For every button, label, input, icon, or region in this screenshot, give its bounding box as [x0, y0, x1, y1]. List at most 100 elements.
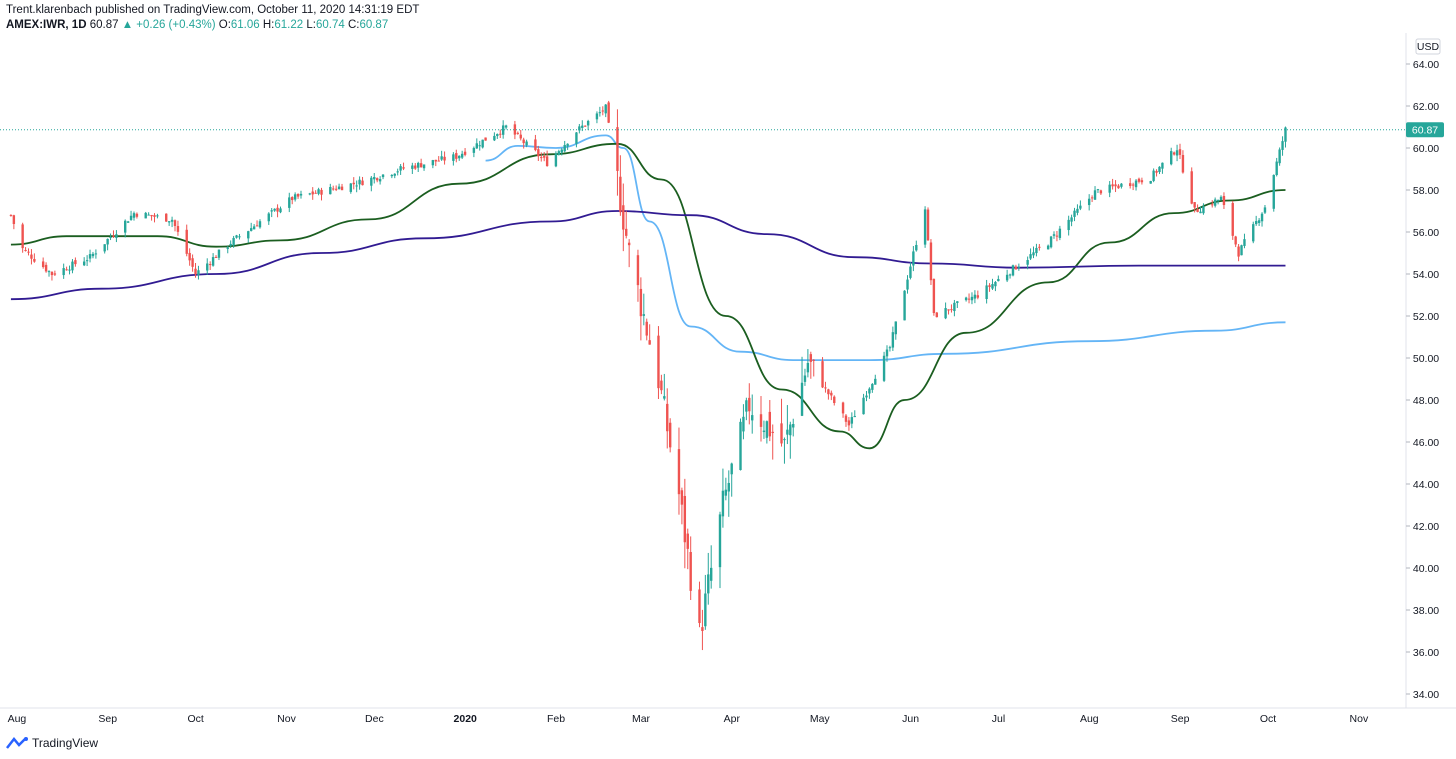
candle-down	[847, 417, 851, 431]
moving-average-layer	[10, 134, 1286, 450]
currency-badge[interactable]: USD	[1415, 38, 1441, 55]
moving-average-dark-purple	[10, 210, 1286, 301]
candle-up	[953, 299, 956, 317]
candle-down	[65, 266, 68, 271]
candle-up	[238, 233, 241, 240]
candle-down	[135, 212, 139, 219]
candle-up	[1032, 246, 1035, 259]
candle-body	[1099, 190, 1103, 194]
candle-up	[390, 174, 394, 179]
candle-down	[33, 253, 36, 263]
candle-body	[1087, 198, 1091, 206]
candle-body	[1070, 217, 1073, 222]
candle-up	[800, 356, 804, 417]
candle-body	[1199, 211, 1202, 214]
candle-body	[701, 627, 704, 632]
candle-body	[296, 194, 300, 197]
candle-body	[718, 514, 722, 568]
candle-body	[340, 186, 344, 191]
time-axis[interactable]: Aug Sep Oct Nov Dec 2020 Feb Mar Apr May Jun Jul Aug…	[8, 713, 1369, 725]
candle-body	[935, 312, 939, 318]
candle-up	[329, 183, 332, 195]
candle-body	[1038, 246, 1041, 248]
candle-body	[115, 234, 118, 238]
candle-body	[1076, 208, 1079, 213]
candle-body	[1026, 260, 1029, 265]
candle-down	[519, 129, 522, 141]
candle-body	[238, 236, 241, 238]
candle-up	[704, 574, 707, 630]
candle-up	[68, 265, 71, 275]
candle-body	[393, 173, 396, 176]
price-axis[interactable]: 64.00 62.00 60.00 58.00 56.00 54.00 52.00 50.00…	[1406, 59, 1439, 701]
candle-up	[1029, 248, 1032, 261]
candle-body	[170, 219, 174, 222]
candle-body	[399, 166, 402, 171]
candle-up	[170, 216, 174, 228]
candle-body	[584, 125, 587, 127]
candle-body	[252, 226, 256, 230]
candle-body	[563, 144, 566, 152]
candle-body	[768, 411, 771, 437]
candle-down	[21, 222, 24, 253]
candle-down	[780, 398, 783, 447]
candle-down	[622, 183, 625, 252]
candle-down	[689, 536, 692, 601]
candle-down	[1114, 180, 1117, 193]
candle-body	[21, 224, 24, 249]
price-tick-label: 44.00	[1413, 479, 1439, 491]
candle-up	[862, 393, 865, 415]
footer-logo[interactable]: TradingView	[6, 736, 98, 750]
candle-up	[721, 468, 725, 528]
candle-up	[1067, 215, 1070, 236]
candle-up	[909, 262, 912, 280]
candle-body	[235, 235, 238, 238]
candle-up	[431, 159, 435, 169]
candle-body	[370, 177, 373, 186]
candle-up	[460, 150, 464, 160]
candle-body	[144, 212, 147, 219]
candle-body	[710, 567, 713, 581]
candle-body	[1111, 184, 1114, 187]
candle-body	[258, 221, 262, 228]
candle-down	[361, 176, 364, 186]
candle-body	[381, 174, 385, 178]
candle-body	[129, 215, 133, 220]
candle-up	[964, 296, 968, 302]
candle-down	[639, 277, 643, 341]
candle-body	[868, 388, 871, 394]
candle-up	[1158, 166, 1161, 175]
candle-body	[334, 188, 338, 190]
candle-down	[1178, 143, 1182, 160]
candle-body	[53, 273, 57, 275]
candle-body	[1029, 254, 1032, 259]
candle-body	[833, 396, 836, 404]
candle-body	[636, 255, 640, 286]
candle-up	[1008, 273, 1012, 279]
price-chart[interactable]: 64.00 62.00 60.00 58.00 56.00 54.00 52.00 50.00…	[0, 0, 1456, 730]
candle-up	[126, 220, 130, 223]
candle-down	[9, 214, 13, 217]
candle-body	[513, 124, 517, 135]
candle-body	[402, 167, 405, 169]
candle-down	[988, 283, 991, 292]
candle-down	[601, 106, 604, 116]
candle-body	[888, 347, 892, 349]
candle-body	[1011, 265, 1015, 276]
candle-up	[103, 244, 106, 254]
candle-body	[850, 417, 854, 424]
candle-body	[1263, 207, 1267, 213]
candle-body	[812, 359, 815, 361]
candle-up	[226, 246, 229, 254]
candle-body	[997, 278, 1000, 282]
candle-body	[683, 495, 687, 543]
candle-down	[185, 224, 188, 257]
candle-down	[748, 383, 751, 425]
candle-body	[944, 308, 947, 319]
candle-up	[211, 253, 215, 267]
candle-down	[153, 213, 156, 223]
candle-up	[991, 278, 994, 290]
candle-body	[906, 279, 909, 290]
chart-header: Trent.klarenbach published on TradingVie…	[6, 3, 419, 33]
candle-body	[311, 191, 314, 195]
